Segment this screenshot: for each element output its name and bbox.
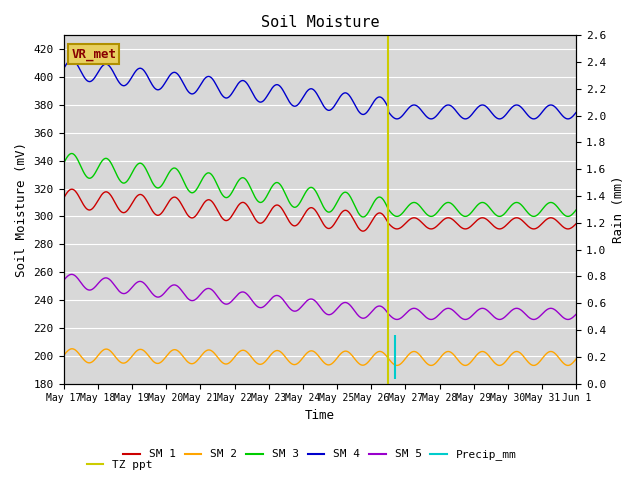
Legend: SM 1, SM 2, SM 3, SM 4, SM 5, Precip_mm: SM 1, SM 2, SM 3, SM 4, SM 5, Precip_mm	[119, 445, 521, 465]
Text: VR_met: VR_met	[71, 48, 116, 60]
Y-axis label: Soil Moisture (mV): Soil Moisture (mV)	[15, 142, 28, 277]
Title: Soil Moisture: Soil Moisture	[260, 15, 380, 30]
X-axis label: Time: Time	[305, 409, 335, 422]
Legend: TZ ppt: TZ ppt	[83, 456, 157, 474]
Y-axis label: Rain (mm): Rain (mm)	[612, 176, 625, 243]
